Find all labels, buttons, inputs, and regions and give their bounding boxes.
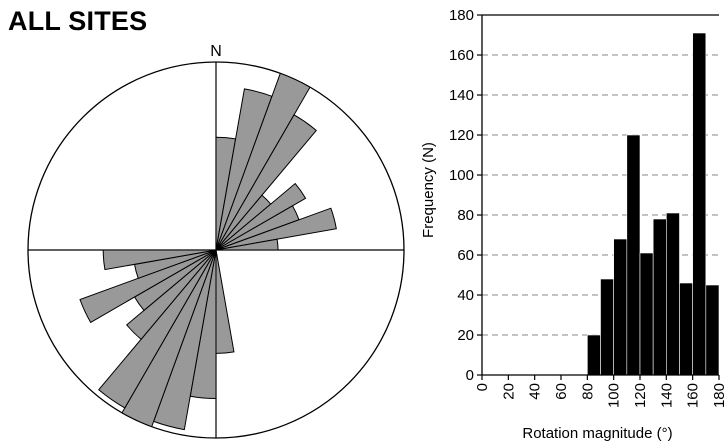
y-tick-label: 120	[449, 127, 474, 144]
y-tick-label: 20	[457, 327, 474, 344]
x-tick-label: 20	[500, 383, 517, 400]
x-tick-label: 40	[527, 383, 544, 400]
histogram-bar	[613, 238, 628, 376]
x-tick-label: 60	[553, 383, 570, 400]
histogram-bar	[600, 278, 614, 376]
rose-petal	[98, 249, 217, 409]
page-title: ALL SITES	[8, 6, 148, 36]
x-axis-label: Rotation magnitude (°)	[522, 425, 672, 442]
x-tick-label: 120	[632, 383, 649, 408]
y-tick-label: 60	[457, 247, 474, 264]
y-tick-label: 180	[449, 7, 474, 24]
y-tick-label: 160	[449, 47, 474, 64]
histogram-bar	[666, 212, 680, 376]
y-tick-label: 80	[457, 207, 474, 224]
histogram-bar	[705, 284, 720, 376]
rose-petal	[215, 72, 311, 251]
rose-petal	[215, 114, 318, 251]
x-tick-label: 100	[606, 383, 623, 408]
y-tick-label: 100	[449, 167, 474, 184]
y-axis-label: Frequency (N)	[420, 142, 437, 238]
rose-petal	[215, 238, 279, 251]
y-tick-label: 40	[457, 287, 474, 304]
histogram-bar	[587, 334, 601, 376]
y-tick-label: 0	[466, 367, 474, 384]
histogram-bar	[652, 218, 667, 376]
rose-petal	[79, 249, 217, 324]
rose-petal	[102, 249, 217, 271]
histogram-bar	[692, 32, 707, 376]
y-tick-label: 140	[449, 87, 474, 104]
histogram-bar	[639, 252, 654, 376]
x-tick-label: 180	[711, 383, 725, 408]
x-tick-label: 0	[474, 383, 491, 391]
rose-petal	[215, 182, 307, 251]
north-label: N	[210, 43, 222, 60]
rose-petal	[126, 249, 217, 340]
x-tick-label: 160	[685, 383, 702, 408]
histogram-bar	[679, 282, 693, 376]
rose-diagram: N	[27, 43, 405, 439]
rose-petal	[121, 249, 217, 428]
histogram-bar	[626, 134, 641, 376]
x-tick-label: 80	[579, 383, 596, 400]
x-tick-label: 140	[658, 383, 675, 408]
rose-petal	[215, 207, 337, 251]
